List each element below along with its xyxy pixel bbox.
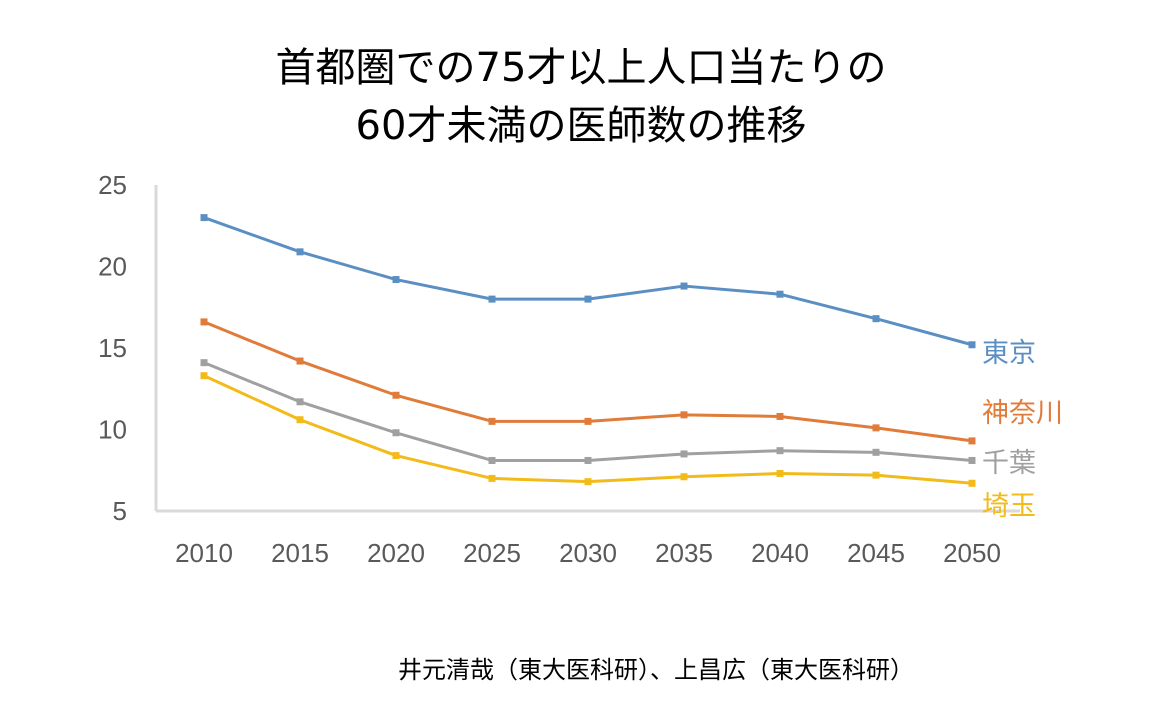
data-point <box>872 471 880 479</box>
x-tick-label: 2045 <box>847 538 905 568</box>
chart-title-line-1: 首都圏での75才以上人口当たりの <box>275 45 887 91</box>
series-label: 埼玉 <box>982 491 1036 522</box>
data-point <box>680 450 688 458</box>
data-point <box>296 248 304 256</box>
y-tick-label: 10 <box>98 415 127 445</box>
series-label: 千葉 <box>982 448 1036 479</box>
data-point <box>392 276 400 284</box>
series-line <box>203 216 973 347</box>
data-point <box>584 478 592 486</box>
data-point <box>872 424 880 432</box>
data-point <box>872 315 880 323</box>
x-tick-label: 2040 <box>751 538 809 568</box>
credit-text: 井元清哉（東大医科研）、上昌広（東大医科研） <box>398 656 914 684</box>
x-tick-label: 2030 <box>559 538 617 568</box>
data-point <box>776 447 784 455</box>
data-point <box>488 295 496 303</box>
data-point <box>776 290 784 298</box>
data-point <box>584 456 592 464</box>
x-tick-label: 2015 <box>271 538 329 568</box>
data-point <box>296 416 304 424</box>
series-line <box>203 374 973 485</box>
data-point <box>968 456 976 464</box>
x-tick-label: 2010 <box>175 538 233 568</box>
series-line <box>203 361 973 462</box>
chart-title-line-2: 60才未満の医師数の推移 <box>355 103 807 149</box>
data-point <box>584 417 592 425</box>
x-tick-label: 2035 <box>655 538 713 568</box>
series-3 <box>200 372 976 487</box>
y-tick-label: 15 <box>98 333 127 363</box>
series-2 <box>200 359 976 464</box>
x-tick-label: 2050 <box>943 538 1001 568</box>
data-point <box>776 470 784 478</box>
series-1 <box>200 318 976 445</box>
data-point <box>968 479 976 487</box>
data-point <box>680 411 688 419</box>
data-point <box>488 474 496 482</box>
y-tick-label: 20 <box>98 252 127 282</box>
series-0 <box>200 214 976 349</box>
data-point <box>968 341 976 349</box>
data-point <box>776 412 784 420</box>
data-point <box>392 452 400 460</box>
data-point <box>584 295 592 303</box>
data-point <box>200 318 208 326</box>
data-point <box>200 372 208 380</box>
data-point <box>488 417 496 425</box>
data-point <box>968 437 976 445</box>
y-tick-label: 5 <box>113 496 127 526</box>
x-tick-label: 2020 <box>367 538 425 568</box>
data-point <box>488 456 496 464</box>
data-point <box>392 429 400 437</box>
data-point <box>680 282 688 290</box>
y-tick-label: 25 <box>98 170 127 200</box>
data-point <box>872 448 880 456</box>
data-point <box>200 359 208 367</box>
data-point <box>296 357 304 365</box>
data-point <box>200 214 208 222</box>
series-label: 神奈川 <box>982 398 1063 429</box>
x-tick-label: 2025 <box>463 538 521 568</box>
data-point <box>296 398 304 406</box>
data-point <box>680 473 688 481</box>
series-label: 東京 <box>982 338 1036 369</box>
data-point <box>392 391 400 399</box>
